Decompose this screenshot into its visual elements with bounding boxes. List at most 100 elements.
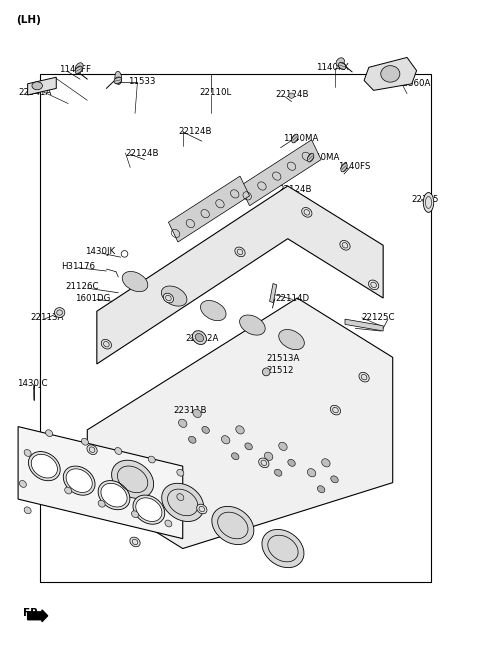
Ellipse shape (262, 530, 304, 567)
Text: 22135: 22135 (412, 195, 439, 204)
Ellipse shape (163, 293, 174, 303)
Ellipse shape (236, 426, 244, 434)
Bar (39, 74, 431, 581)
Ellipse shape (336, 58, 344, 66)
Ellipse shape (369, 280, 379, 290)
Ellipse shape (193, 409, 201, 418)
Ellipse shape (75, 66, 82, 74)
Ellipse shape (189, 436, 196, 444)
Ellipse shape (279, 442, 287, 450)
Ellipse shape (101, 340, 111, 349)
Text: 22110L: 22110L (199, 88, 232, 97)
Ellipse shape (132, 511, 139, 518)
Text: H31176: H31176 (61, 262, 95, 271)
Bar (270, 283, 277, 303)
Ellipse shape (162, 483, 204, 522)
Ellipse shape (202, 426, 209, 434)
Ellipse shape (114, 77, 121, 84)
Text: 22114D: 22114D (276, 293, 310, 303)
Text: 22112A: 22112A (185, 334, 218, 344)
Ellipse shape (82, 438, 88, 445)
Ellipse shape (98, 481, 130, 510)
Text: 22124B: 22124B (276, 91, 309, 99)
Ellipse shape (308, 153, 314, 162)
Ellipse shape (115, 448, 122, 454)
Text: 21126C: 21126C (66, 282, 99, 291)
Ellipse shape (19, 481, 26, 487)
Ellipse shape (31, 454, 58, 478)
Ellipse shape (331, 476, 338, 483)
Ellipse shape (148, 456, 155, 463)
Ellipse shape (54, 308, 65, 318)
Text: 22311B: 22311B (173, 406, 207, 414)
Ellipse shape (177, 469, 184, 476)
Polygon shape (364, 58, 417, 91)
Ellipse shape (177, 494, 184, 500)
Ellipse shape (46, 430, 53, 437)
Text: FR.: FR. (23, 608, 42, 618)
Ellipse shape (101, 483, 127, 507)
Ellipse shape (192, 331, 206, 344)
Ellipse shape (179, 419, 187, 428)
Ellipse shape (24, 449, 31, 456)
Text: 22341A: 22341A (18, 88, 51, 97)
Ellipse shape (288, 459, 295, 466)
Polygon shape (345, 319, 383, 331)
Ellipse shape (197, 504, 207, 514)
Ellipse shape (133, 495, 165, 524)
Text: 11533: 11533 (128, 77, 156, 86)
Ellipse shape (317, 486, 325, 493)
Ellipse shape (98, 500, 105, 507)
FancyArrow shape (28, 610, 48, 622)
Ellipse shape (130, 537, 140, 547)
Text: 22125C: 22125C (362, 313, 395, 322)
Text: 1140FS: 1140FS (338, 162, 370, 171)
Ellipse shape (136, 498, 162, 522)
Text: 22360A: 22360A (397, 79, 431, 88)
Ellipse shape (115, 71, 122, 84)
Polygon shape (97, 186, 383, 364)
Polygon shape (240, 140, 321, 206)
Ellipse shape (195, 334, 204, 342)
Ellipse shape (240, 315, 265, 335)
Polygon shape (28, 77, 56, 95)
Ellipse shape (330, 405, 341, 415)
Polygon shape (168, 176, 250, 242)
Ellipse shape (423, 193, 434, 213)
Text: (LH): (LH) (16, 15, 41, 25)
Ellipse shape (161, 286, 187, 306)
Text: 1601DG: 1601DG (75, 293, 111, 303)
Ellipse shape (165, 520, 172, 527)
Ellipse shape (24, 507, 31, 514)
Ellipse shape (322, 459, 330, 467)
Ellipse shape (65, 487, 72, 494)
Ellipse shape (359, 372, 369, 382)
Text: 1430JC: 1430JC (17, 379, 47, 388)
Text: 21513A: 21513A (266, 354, 300, 363)
Ellipse shape (235, 247, 245, 257)
Text: 1573JM: 1573JM (104, 320, 136, 329)
Ellipse shape (341, 163, 347, 172)
Ellipse shape (301, 207, 312, 217)
Ellipse shape (221, 436, 230, 444)
Text: 22124B: 22124B (278, 185, 312, 194)
Ellipse shape (263, 368, 270, 376)
Ellipse shape (259, 458, 269, 467)
Polygon shape (18, 426, 183, 539)
Ellipse shape (75, 63, 83, 72)
Ellipse shape (275, 469, 282, 476)
Ellipse shape (32, 82, 42, 90)
Ellipse shape (63, 466, 95, 495)
Text: 22124B: 22124B (178, 126, 212, 136)
Text: 1430JK: 1430JK (85, 248, 115, 256)
Ellipse shape (307, 469, 316, 477)
Ellipse shape (279, 330, 304, 350)
Ellipse shape (201, 301, 226, 320)
Polygon shape (87, 298, 393, 549)
Text: 22113A: 22113A (30, 313, 63, 322)
Text: 1140FF: 1140FF (59, 66, 91, 74)
Text: 1140MA: 1140MA (283, 134, 318, 143)
Ellipse shape (381, 66, 400, 82)
Ellipse shape (122, 271, 148, 292)
Text: 22124B: 22124B (125, 148, 159, 158)
